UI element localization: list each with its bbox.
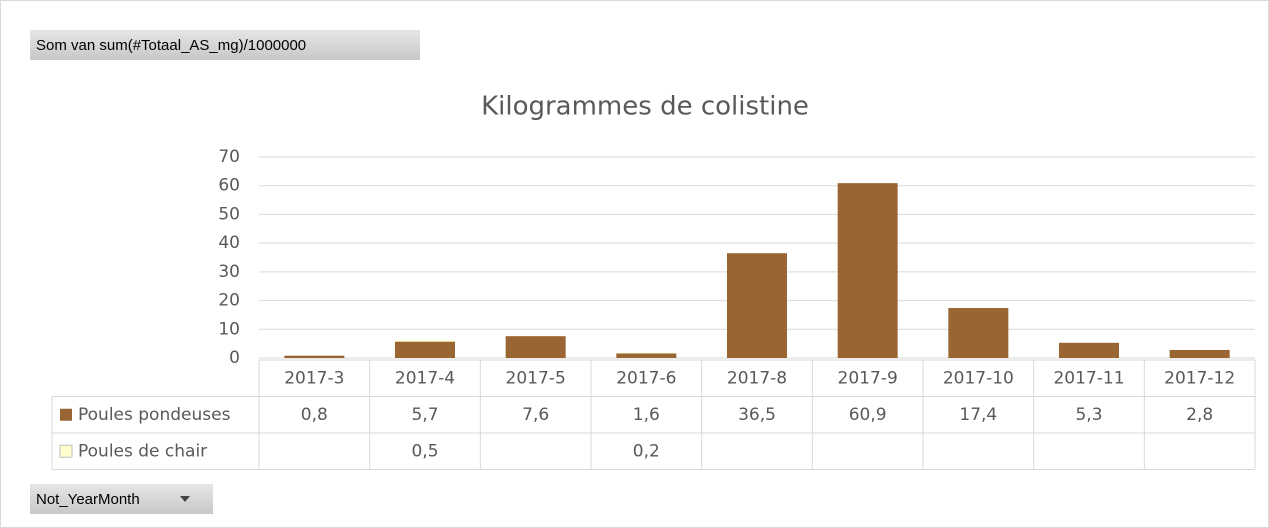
x-tick-label: 2017-12: [1164, 368, 1235, 388]
x-tick-label: 2017-5: [506, 368, 566, 388]
chart-title: Kilogrammes de colistine: [481, 92, 809, 122]
bar: [1059, 342, 1119, 358]
axis-field-label: Not_YearMonth: [36, 491, 140, 508]
y-tick-label: 30: [218, 262, 240, 282]
data-label: 36,5: [738, 405, 776, 425]
bar: [837, 183, 898, 358]
data-label: 5,3: [1075, 405, 1102, 425]
data-label: 2,8: [1186, 405, 1213, 425]
bar: [284, 355, 345, 358]
x-tick-label: 2017-8: [727, 368, 787, 388]
x-tick-label: 2017-10: [943, 368, 1014, 388]
data-label: 5,7: [411, 405, 438, 425]
x-tick-label: 2017-6: [616, 368, 676, 388]
y-tick-label: 40: [218, 233, 240, 253]
y-tick-label: 60: [218, 176, 240, 196]
x-tick-label: 2017-4: [395, 368, 455, 388]
data-label: 1,6: [633, 405, 660, 425]
bar: [505, 336, 566, 358]
bar: [616, 353, 677, 358]
data-label: 0,2: [633, 441, 660, 461]
bar: [948, 308, 1009, 358]
y-tick-label: 70: [218, 147, 240, 167]
y-tick-label: 50: [218, 204, 240, 224]
bar: [395, 340, 455, 342]
data-label: 0,8: [301, 405, 328, 425]
dropdown-arrow: [180, 496, 190, 502]
y-tick-label: 10: [218, 319, 240, 339]
data-label: 0,5: [411, 441, 438, 461]
bar: [727, 253, 787, 358]
x-tick-label: 2017-11: [1053, 368, 1124, 388]
y-tick-label: 0: [229, 348, 240, 368]
bar: [1169, 349, 1230, 358]
x-tick-label: 2017-3: [284, 368, 344, 388]
data-label: 60,9: [849, 405, 887, 425]
bar: [395, 341, 455, 358]
value-field-button[interactable]: [30, 30, 420, 60]
value-field-label: Som van sum(#Totaal_AS_mg)/1000000: [36, 37, 306, 54]
legend-swatch: [59, 444, 73, 458]
legend-label: Poules de chair: [78, 441, 207, 461]
legend-swatch: [60, 408, 72, 421]
data-label: 7,6: [522, 405, 549, 425]
y-tick-label: 20: [218, 291, 240, 311]
x-tick-label: 2017-9: [838, 368, 898, 388]
bar: [616, 352, 677, 354]
legend-label: Poules pondeuses: [78, 405, 231, 425]
data-label: 17,4: [959, 405, 997, 425]
